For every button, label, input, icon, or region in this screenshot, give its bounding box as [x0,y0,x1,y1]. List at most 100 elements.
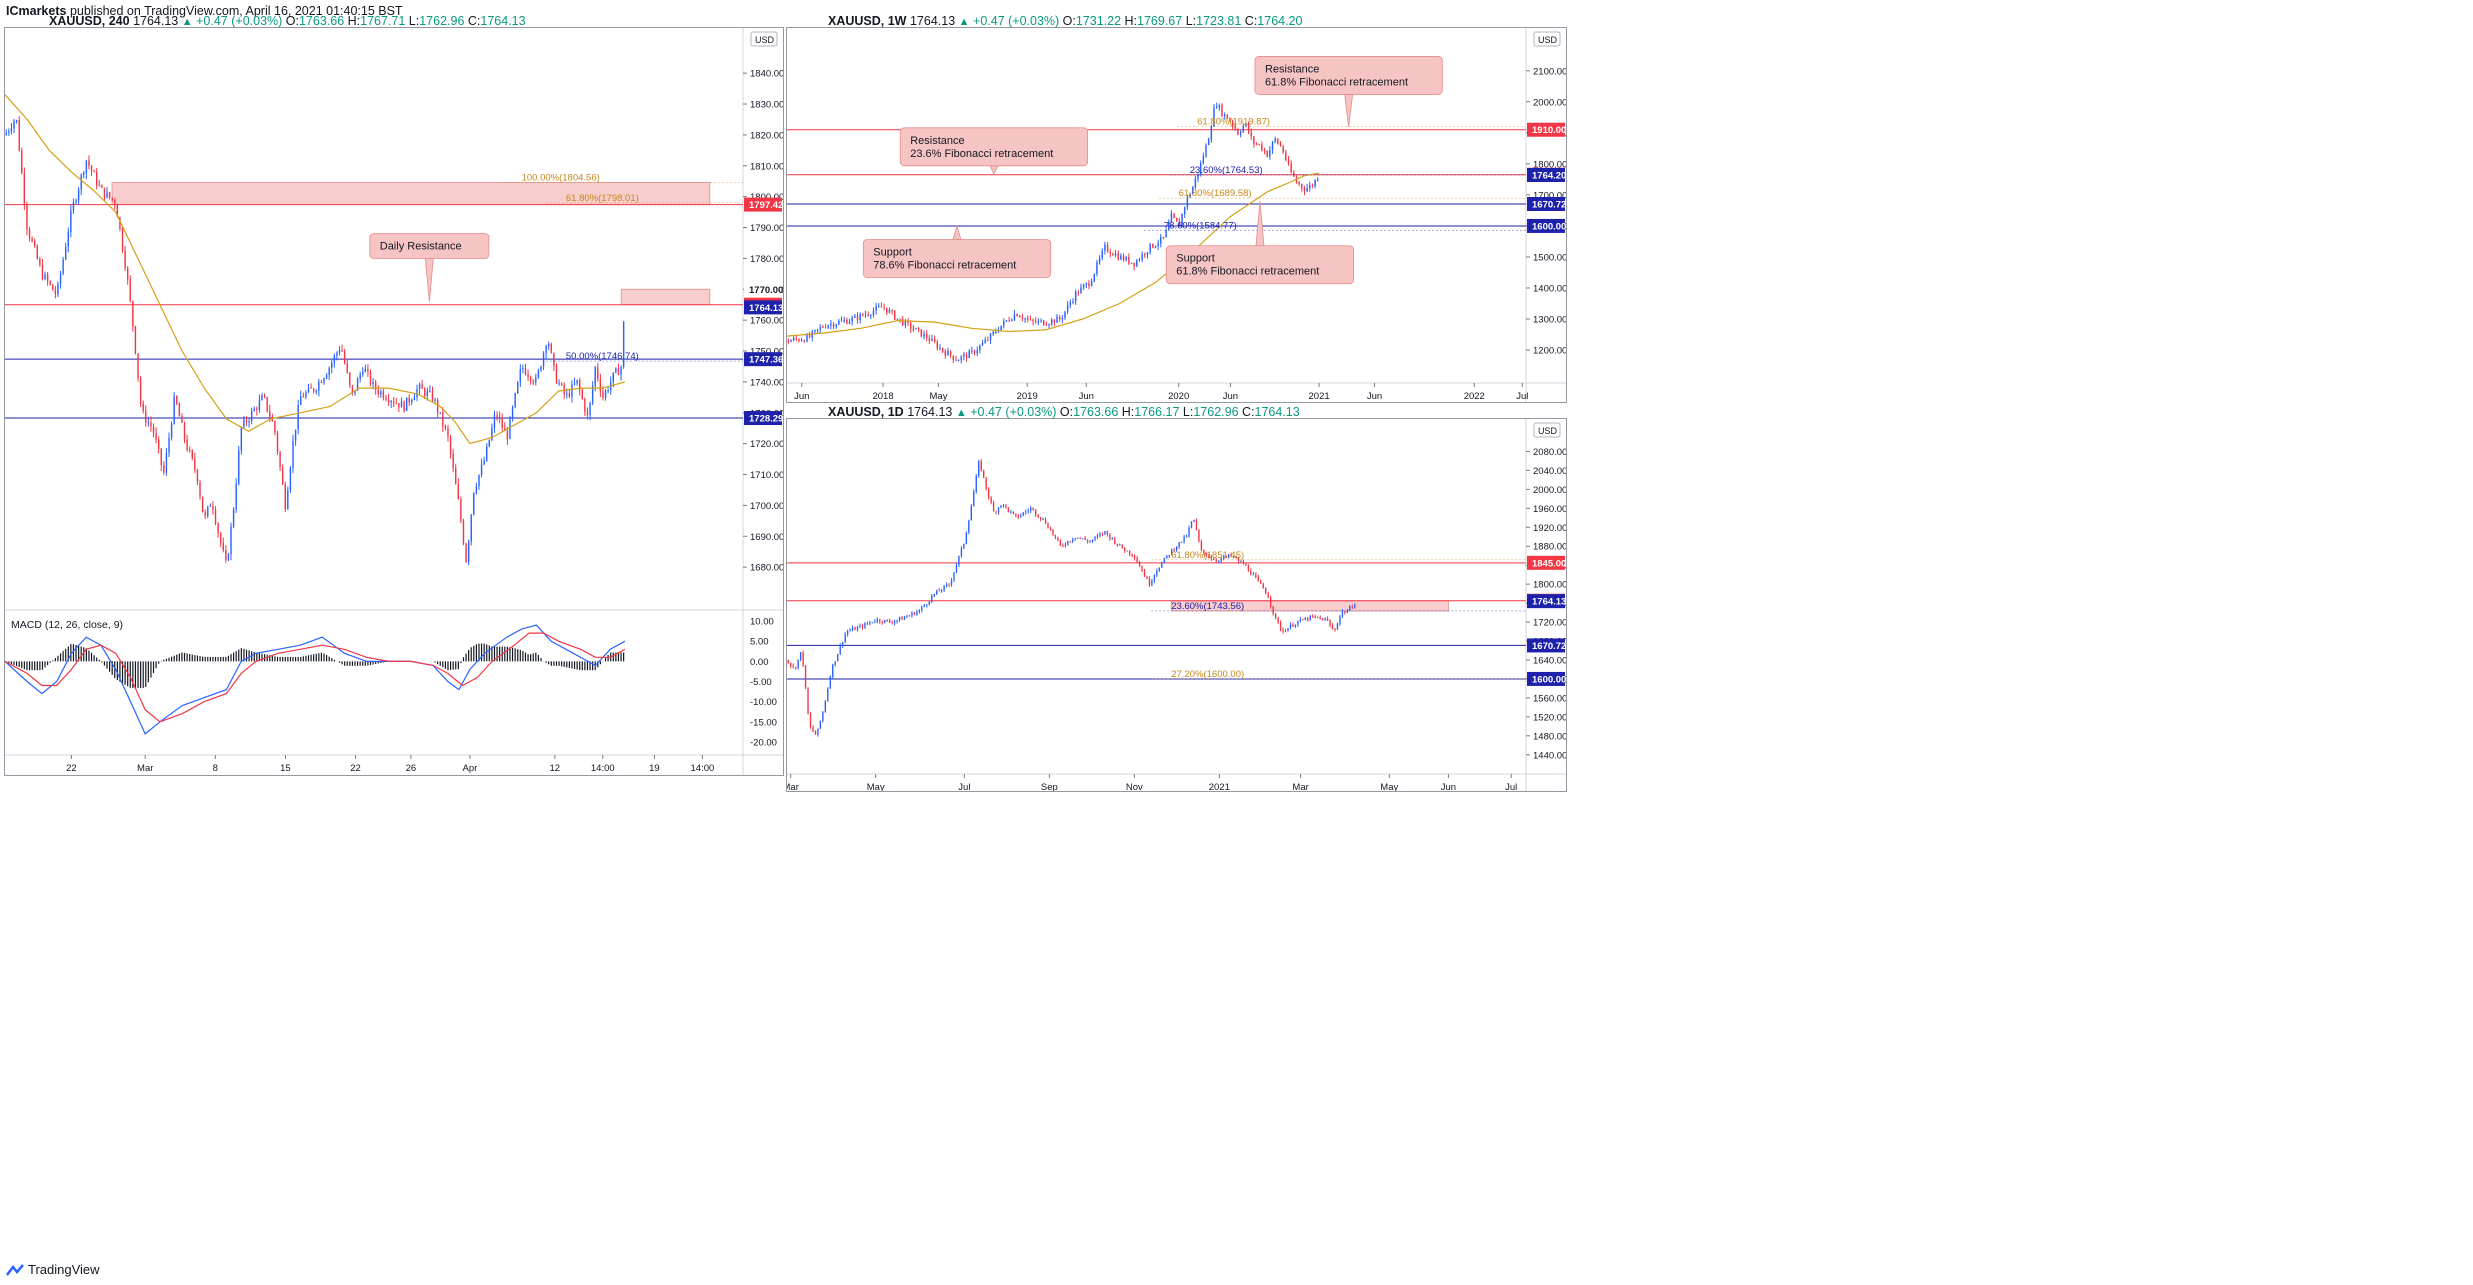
chart-panel-w1[interactable]: USD2100.002000.001900.001800.001700.0016… [786,27,1567,403]
candle-body [1022,512,1024,516]
candle-body [884,619,886,623]
candle-body [49,281,51,285]
candle [380,389,382,398]
candle-body [108,192,111,198]
candle-body [955,564,958,573]
candle [1148,576,1151,588]
candle [1247,121,1250,135]
candle-body [219,533,222,544]
chart-h4[interactable]: USD1840.001830.001820.001810.001800.0017… [4,28,784,775]
candle-body [888,620,891,623]
candle [88,155,90,170]
candle [1292,622,1294,628]
candle [377,385,379,398]
candle [983,469,985,479]
candle-body [1277,138,1279,144]
y-tick-label: 1920.00 [1533,523,1566,534]
candle [243,415,245,430]
candle-body [1037,320,1040,323]
candle-body [968,350,970,359]
candle [15,119,18,124]
candle-body [602,391,604,398]
candle-body [1035,321,1037,323]
candle [85,160,88,180]
price-tag-red: 1845.00 [1527,555,1566,570]
author-name[interactable]: ICmarkets [6,4,67,18]
candle [859,623,861,629]
candle-body [978,461,980,476]
chart-w1[interactable]: USD2100.002000.001900.001800.001700.0016… [786,28,1567,402]
candle-body [566,393,568,395]
candle [854,626,856,631]
candle-body [1143,570,1146,577]
candle [1096,533,1099,540]
candle-body [106,192,108,198]
candle-body [59,273,62,284]
candle-body [995,331,997,333]
fib-label: 27.20%(1600.00) [1171,669,1244,680]
candle-body [524,368,527,375]
candle-body [1008,320,1010,322]
candle [478,474,480,491]
candle [976,346,978,357]
candle-body [44,274,46,279]
candle-body [1146,576,1148,579]
candle-body [1250,570,1252,575]
candle [279,450,281,471]
candle [271,413,274,422]
candle-body [1234,125,1237,130]
candle [822,711,824,723]
candle [1144,252,1146,258]
candle [1349,604,1351,612]
callout-annotation: Daily Resistance [369,233,490,302]
candle [1081,538,1084,540]
candle-body [834,661,836,665]
candle [199,479,201,500]
candle [1240,559,1242,563]
candle [178,402,181,417]
candle-body [121,228,124,251]
candle-body [984,339,986,343]
candle-body [792,665,794,668]
candle [1239,129,1242,138]
candle [1141,565,1143,572]
candle [1136,555,1138,563]
candle-body [550,344,553,353]
candle [1297,620,1299,627]
candle [261,392,263,401]
price-tag-box [744,197,782,212]
candle-body [832,323,835,327]
candle-body [114,199,116,205]
candle [1151,578,1153,587]
candle-body [545,346,547,353]
callout-text: Daily Resistance [380,241,462,253]
candle-body [1255,143,1258,145]
chart-panel-h4[interactable]: USD1840.001830.001820.001810.001800.0017… [4,27,784,776]
candle [1020,513,1022,518]
candle [46,272,49,286]
candle [372,377,374,390]
candle [1074,538,1076,541]
candle [933,335,936,343]
candle-body [981,342,984,346]
candle-body [843,320,845,322]
candle-body [467,541,470,563]
candle-body [1010,511,1012,513]
currency-box [1533,31,1561,47]
candle-body [209,505,212,507]
candle-body [1141,566,1143,571]
chart-panel-d1[interactable]: USD 2080.00 2040.00 2000.00 1960.00 1920.00 18… [783,418,1567,793]
candle [480,458,483,478]
tradingview-footer[interactable]: TradingView [6,1262,100,1277]
candle [912,324,915,332]
chart-d1[interactable]: USD2080.002040.002000.001960.001920.0018… [783,419,1567,793]
y-tick-label: 1560.00 [1533,693,1566,704]
y-tick-label: 1780.00 [750,254,783,265]
candle [879,618,881,624]
candle-body [1094,536,1096,540]
candle-body [909,322,912,329]
candle [558,379,560,386]
candle [1024,317,1026,323]
candle [168,432,170,458]
